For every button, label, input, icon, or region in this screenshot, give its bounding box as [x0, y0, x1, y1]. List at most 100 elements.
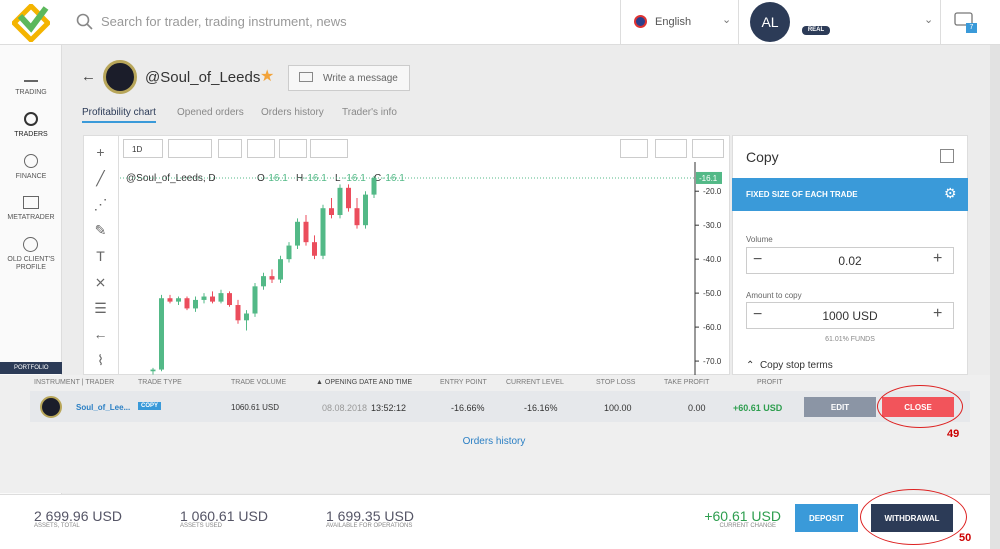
favorite-star[interactable]: ★	[260, 68, 275, 85]
tab[interactable]: Opened orders	[177, 107, 244, 118]
stop-terms-label: Copy stop terms	[759, 360, 833, 371]
copy-title: Copy	[746, 149, 779, 165]
y-tick-label: -60.0	[703, 323, 722, 332]
open-date: 08.08.2018	[322, 403, 368, 413]
candle-body	[227, 293, 232, 306]
available-label: AVAILABLE FOR OPERATIONS	[326, 523, 413, 529]
edit-button[interactable]: EDIT	[804, 397, 876, 417]
candle-body	[159, 298, 164, 370]
logo[interactable]	[12, 4, 50, 42]
nav-item[interactable]: TRADERS	[14, 131, 48, 138]
column-header[interactable]: ▲ OPENING DATE AND TIME	[316, 379, 413, 386]
column-header: PROFIT	[757, 379, 783, 386]
volume-input[interactable]	[746, 247, 954, 274]
current-change: +60.61 USD	[704, 508, 781, 524]
assets-total-label: ASSETS, TOTAL	[34, 523, 80, 529]
language[interactable]: English	[655, 16, 692, 28]
mail-icon	[299, 72, 313, 82]
increment[interactable]: +	[933, 305, 943, 322]
increment[interactable]: +	[933, 250, 943, 267]
save-button[interactable]	[692, 139, 724, 158]
deposit-button[interactable]: DEPOSIT	[795, 504, 858, 532]
divider	[940, 0, 941, 45]
candle-body	[286, 245, 292, 260]
amount-input[interactable]	[746, 302, 954, 329]
amount-value: 1000 USD	[822, 309, 878, 323]
candle-body	[252, 286, 258, 314]
candle-body	[295, 221, 300, 246]
candle-body	[337, 187, 343, 215]
compare-button[interactable]	[279, 139, 307, 158]
mode-settings[interactable]: ⚙	[944, 185, 957, 201]
nav-item[interactable]: OLD CLIENT'S PROFILE	[7, 256, 55, 271]
assets-total: 2 699.96 USD	[34, 508, 122, 524]
chevron: ⌄	[924, 14, 934, 26]
chart-legend: @Soul_of_Leeds, D	[126, 173, 216, 184]
stop-terms[interactable]: ⌃ Copy stop terms	[746, 360, 833, 371]
load-button[interactable]	[655, 139, 687, 158]
column-header: TRADE VOLUME	[231, 379, 287, 386]
nav-icon	[24, 154, 38, 168]
candle-body	[303, 221, 309, 243]
last-value-box	[696, 171, 722, 184]
messages-icon[interactable]	[954, 12, 976, 30]
open-time: 13:52:12	[371, 403, 407, 413]
annotation-number: 50	[959, 532, 972, 544]
interval-select[interactable]: 1D	[123, 139, 163, 158]
candle-body	[329, 208, 334, 215]
candle-body	[184, 298, 190, 309]
orders-history-link[interactable]: Orders history	[462, 436, 526, 447]
chart-panel	[83, 135, 730, 375]
last-value-label: -16.1	[699, 174, 718, 183]
settings-button[interactable]	[218, 139, 242, 158]
expand-icon[interactable]	[940, 149, 954, 163]
search-input[interactable]: Search for trader, trading instrument, n…	[101, 14, 347, 29]
header	[0, 0, 1000, 45]
candle-body	[210, 296, 215, 302]
nav-item[interactable]: FINANCE	[15, 173, 47, 180]
write-message-button[interactable]: Write a message	[288, 65, 410, 91]
ohlc-value: -16.1	[343, 173, 366, 184]
caret: ⌃	[746, 360, 760, 371]
account-badge: REAL	[802, 26, 830, 35]
y-tick-label: -30.0	[703, 221, 722, 230]
candle-body	[176, 298, 181, 302]
entry-point: -16.66%	[451, 403, 485, 413]
tab[interactable]: Trader's info	[342, 107, 397, 118]
portfolio-tab[interactable]: PORTFOLIO	[0, 362, 62, 374]
chevron: ⌄	[722, 14, 732, 26]
ohlc-label: L	[335, 173, 341, 184]
current-change-label: CURRENT CHANGE	[719, 523, 776, 529]
back-arrow[interactable]: ←	[81, 68, 96, 85]
trader-link[interactable]: Soul_of_Lee...	[76, 403, 131, 412]
ohlc-label: O	[257, 173, 265, 184]
drawing-tools[interactable]: + ╱ ⋰ ✎ T ⨯ ☰ ← ⌇	[83, 135, 119, 375]
nav-icon	[23, 196, 39, 209]
ohlc-label: H	[296, 173, 303, 184]
candle-body	[244, 313, 249, 321]
candle-body	[167, 298, 173, 302]
copy-mode[interactable]: FIXED SIZE OF EACH TRADE	[732, 178, 968, 211]
column-header: INSTRUMENT | TRADER	[34, 379, 115, 386]
messages-count: 7	[966, 23, 977, 33]
decrement[interactable]: −	[753, 251, 763, 268]
undo-redo[interactable]	[310, 139, 348, 158]
column-header: ENTRY POINT	[440, 379, 487, 386]
ohlc-value: -16.1	[382, 173, 405, 184]
assets-used-label: ASSETS USED	[180, 523, 223, 529]
indicators-button[interactable]	[247, 139, 275, 158]
decrement[interactable]: −	[753, 306, 763, 323]
nav-item[interactable]: TRADING	[15, 89, 47, 96]
chart-type-select[interactable]	[168, 139, 212, 158]
candle-body	[150, 369, 156, 372]
trader-avatar	[103, 60, 137, 94]
tab[interactable]: Profitability chart	[82, 107, 156, 123]
scrollbar	[990, 45, 1000, 549]
avatar[interactable]: AL	[750, 2, 790, 42]
column-header-label: OPENING DATE AND TIME	[324, 379, 413, 386]
amount-label: Amount to copy	[746, 291, 802, 300]
tab[interactable]: Orders history	[261, 107, 324, 118]
nav-item[interactable]: METATRADER	[7, 214, 55, 221]
y-tick-label: -20.0	[703, 187, 722, 196]
snapshot-button[interactable]	[620, 139, 648, 158]
